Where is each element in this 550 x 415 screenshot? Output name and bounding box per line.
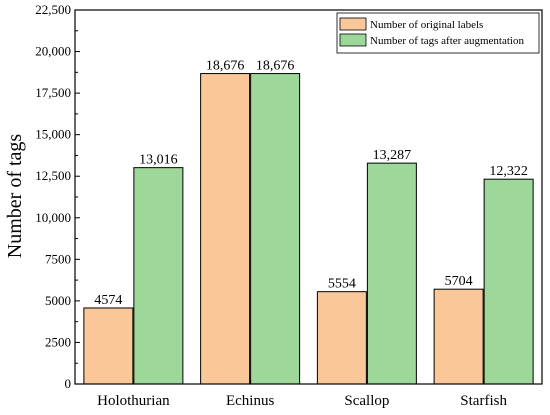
- legend-label-series-1: Number of original labels: [370, 19, 483, 31]
- bar-scallop-series-1: [316, 291, 367, 385]
- x-tick-label-scallop: Scallop: [344, 393, 389, 409]
- data-label-scallop-series-1: 5554: [328, 277, 356, 292]
- y-tick-label: 15,000: [35, 127, 71, 142]
- data-label-echinus-series-1: 18,676: [206, 59, 245, 74]
- y-tick-label: 22,500: [35, 2, 71, 17]
- x-tick-label-echinus: Echinus: [226, 393, 274, 409]
- bar-echinus-series-2: [250, 73, 301, 385]
- y-tick-label: 10,000: [35, 210, 71, 225]
- data-label-holothurian-series-1: 4574: [94, 293, 122, 308]
- bar-echinus-series-1: [200, 73, 251, 385]
- bars-layer: [83, 73, 534, 385]
- legend-swatch-series-2: [339, 33, 367, 47]
- legend-box: [336, 12, 540, 54]
- data-label-holothurian-series-2: 13,016: [139, 153, 178, 168]
- data-label-scallop-series-2: 13,287: [373, 148, 412, 163]
- y-axis-title: Number of tags: [4, 134, 26, 259]
- y-tick-label: 5000: [45, 293, 71, 308]
- x-tick-label-starfish: Starfish: [460, 393, 507, 409]
- legend-label-series-2: Number of tags after augmentation: [370, 35, 524, 47]
- y-tick-label: 7500: [45, 251, 71, 266]
- data-label-echinus-series-2: 18,676: [256, 59, 295, 74]
- bar-scallop-series-2: [366, 162, 417, 385]
- y-tick-label: 17,500: [35, 85, 71, 100]
- bar-holothurian-series-2: [133, 167, 184, 385]
- y-tick-label: 20,000: [35, 44, 71, 59]
- y-tick-label: 12,500: [35, 168, 71, 183]
- x-tick-label-holothurian: Holothurian: [97, 393, 170, 409]
- axes-layer: [74, 9, 543, 385]
- bar-starfish-series-1: [433, 288, 484, 385]
- legend: Number of original labels Number of tags …: [336, 12, 540, 54]
- bar-starfish-series-2: [483, 178, 534, 385]
- data-label-starfish-series-2: 12,322: [489, 164, 528, 179]
- bar-holothurian-series-1: [83, 307, 134, 385]
- legend-swatch-series-1: [339, 17, 367, 31]
- y-tick-label: 0: [65, 376, 72, 391]
- labels-layer: 4574 13,016 Holothurian 18,676 18,676 Echinus…: [35, 2, 528, 409]
- y-tick-label: 2500: [45, 334, 71, 349]
- data-label-starfish-series-1: 5704: [445, 274, 473, 289]
